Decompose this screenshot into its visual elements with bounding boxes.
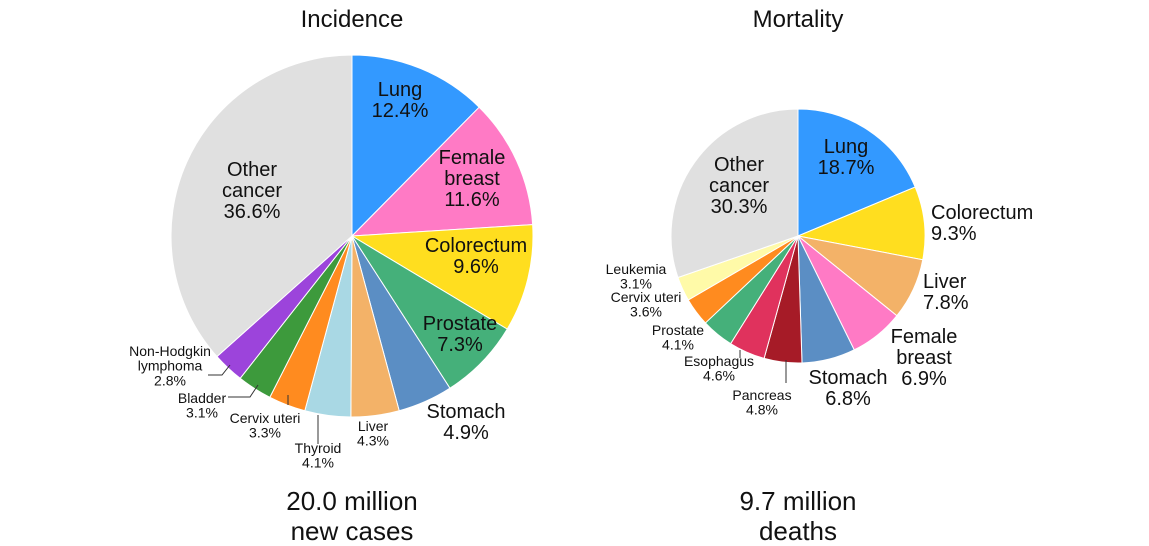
incidence-label-cervix-uteri: Cervix uteri 3.3% [230, 410, 301, 441]
mortality-label-female-breast: Female breast 6.9% [891, 326, 958, 390]
mortality-pie [670, 108, 926, 364]
incidence-label-prostate: Prostate 7.3% [423, 313, 497, 356]
mortality-label-leukemia: Leukemia 3.1% [606, 261, 667, 292]
incidence-slice-female-breast [350, 106, 534, 237]
mortality-label-stomach: Stomach 6.8% [809, 367, 888, 410]
mortality-title: Mortality [752, 6, 844, 33]
mortality-caption: 9.7 million deaths [739, 486, 856, 546]
incidence-caption: 20.0 million new cases [286, 486, 418, 546]
mortality-slice-other-cancer [670, 108, 799, 279]
incidence-label-lung: Lung 12.4% [372, 79, 429, 122]
mortality-label-prostate: Prostate 4.1% [652, 322, 704, 353]
incidence-caption-line-1: 20.0 million [286, 486, 418, 516]
incidence-label-colorectum: Colorectum 9.6% [425, 235, 527, 278]
mortality-slice-lung [797, 108, 916, 237]
mortality-label-lung: Lung 18.7% [818, 136, 875, 179]
incidence-leader-non-hodgkin-lymphoma [208, 364, 231, 376]
incidence-slice-lung [351, 54, 480, 238]
incidence-leader-bladder [228, 384, 259, 398]
incidence-slice-colorectum [350, 224, 534, 330]
mortality-caption-line-2: deaths [758, 516, 838, 546]
incidence-label-non-hodgkin-lymphoma: Non-Hodgkin lymphoma 2.8% [129, 343, 211, 388]
incidence-label-thyroid: Thyroid 4.1% [295, 440, 342, 471]
mortality-label-pancreas: Pancreas 4.8% [732, 387, 791, 418]
mortality-label-cervix-uteri: Cervix uteri 3.6% [611, 289, 682, 320]
incidence-label-bladder: Bladder 3.1% [178, 390, 227, 421]
incidence-label-female-breast: Female breast 11.6% [439, 147, 506, 211]
incidence-title: Incidence [300, 6, 404, 33]
mortality-label-esophagus: Esophagus 4.6% [684, 353, 754, 384]
incidence-caption-line-2: new cases [290, 516, 414, 546]
incidence-label-stomach: Stomach 4.9% [427, 401, 506, 444]
mortality-caption-line-1: 9.7 million [739, 486, 857, 516]
incidence-slice-other-cancer [170, 54, 353, 358]
incidence-pie [170, 54, 534, 418]
incidence-label-other-cancer: Other cancer 36.6% [222, 159, 282, 223]
mortality-label-other-cancer: Other cancer 30.3% [709, 154, 769, 218]
mortality-label-liver: Liver 7.8% [923, 271, 969, 314]
mortality-label-colorectum: Colorectum 9.3% [931, 202, 1033, 245]
incidence-label-liver: Liver 4.3% [357, 418, 389, 449]
